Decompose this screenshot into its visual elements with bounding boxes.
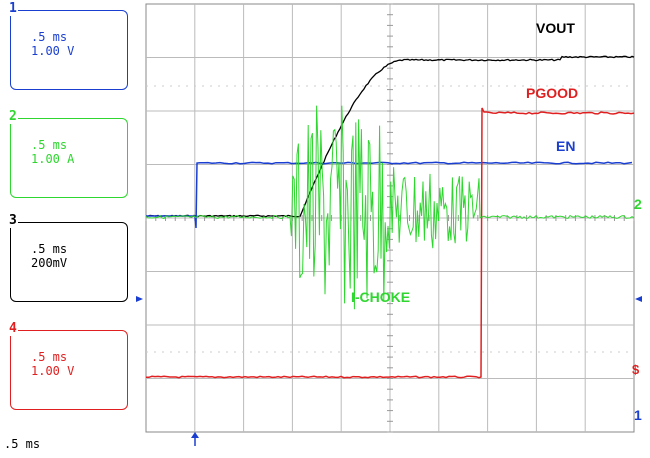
channel-2-box[interactable]: 2 .5 ms 1.00 A [8,110,128,198]
channel-3-box[interactable]: 3 .5 ms 200mV [8,214,128,302]
channel-4-box[interactable]: 4 .5 ms 1.00 V [8,322,128,410]
trace-label-en: EN [556,138,576,154]
channel-2-level-marker: 2 [634,196,642,212]
trace-en [146,161,633,229]
channel-1-settings: .5 ms 1.00 V [31,30,74,58]
channel-1-timebase: .5 ms [31,30,68,44]
channel-1-box[interactable]: 1 .5 ms 1.00 V [8,2,128,90]
channel-1-scale: 1.00 V [31,44,75,58]
channel-4-level-marker: $ [632,362,640,377]
channel-2-settings: .5 ms 1.00 A [31,138,74,166]
channel-2-timebase: .5 ms [31,138,68,152]
right-trigger-arrow [635,296,642,302]
channel-3-settings: .5 ms 200mV [31,242,67,270]
trace-label-vout: VOUT [536,20,575,36]
channel-1-number: 1 [8,1,18,16]
trace-label-pgood: PGOOD [526,85,579,101]
channel-4-scale: 1.00 V [31,364,75,378]
channel-4-number: 4 [8,321,18,336]
channel-4-timebase: .5 ms [31,350,68,364]
channel-2-number: 2 [8,109,18,124]
timebase-readout: .5 ms [4,437,41,451]
left-trigger-arrow [136,296,143,302]
trace-vout [145,55,635,218]
trace-pgood [146,107,635,379]
scope-markers: $ [136,296,642,446]
trace-ichoke [145,105,635,310]
channel-3-number: 3 [8,213,18,228]
channel-3-scale: 200mV [31,256,68,270]
trigger-position-arrowhead [191,432,199,438]
channel-4-settings: .5 ms 1.00 V [31,350,74,378]
channel-1-level-marker: 1 [634,407,642,423]
channel-2-scale: 1.00 A [31,152,75,166]
scope-traces [145,55,635,379]
trace-label-ichoke: I-CHOKE [351,289,411,305]
channel-3-timebase: .5 ms [31,242,68,256]
